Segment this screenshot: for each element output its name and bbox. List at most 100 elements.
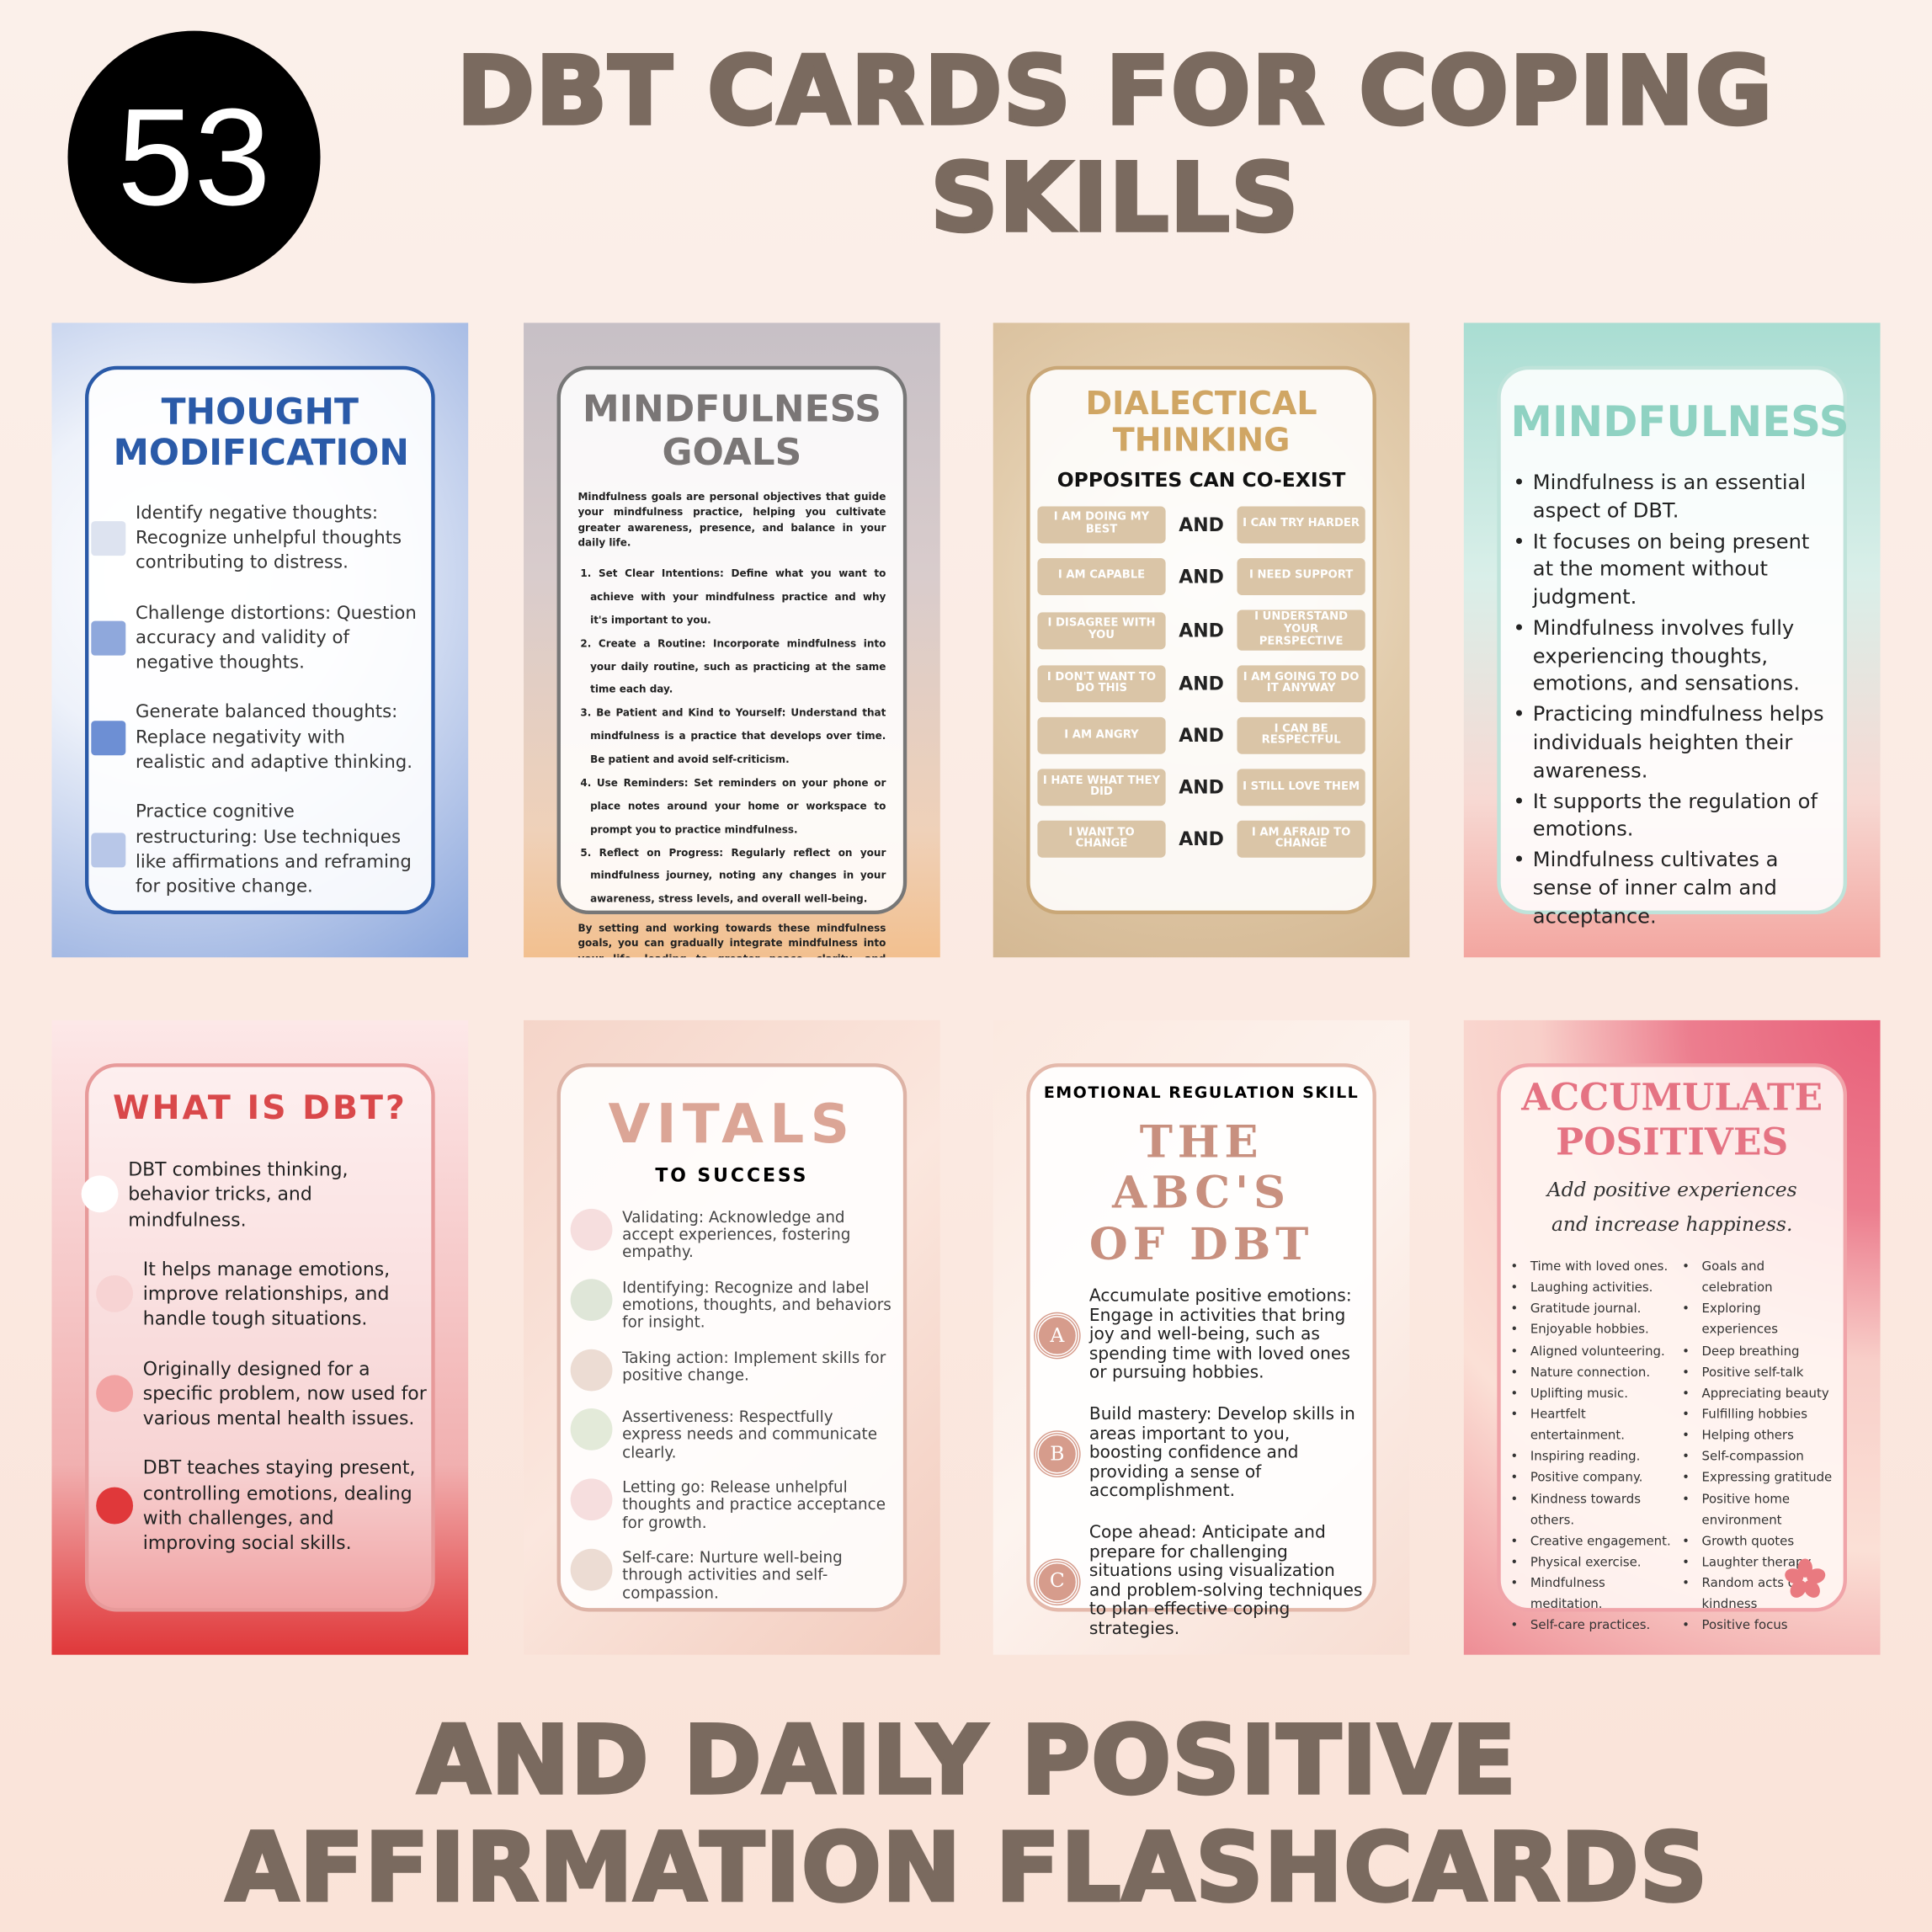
card-title: DIALECTICAL THINKING — [1085, 386, 1317, 460]
item-text: Build mastery: Develop skills in areas i… — [1088, 1404, 1355, 1502]
card-dialectical-thinking[interactable]: DIALECTICAL THINKING OPPOSITES CAN CO-EX… — [993, 322, 1410, 958]
item-text: Practice cognitive restructuring: Use te… — [136, 802, 412, 897]
pair-row: I AM DOING MY BEST AND I CAN TRY HARDER — [1037, 506, 1365, 544]
letter-badge: A — [1035, 1313, 1080, 1359]
letter-badge: B — [1035, 1431, 1080, 1477]
circle-marker-icon — [570, 1408, 613, 1450]
and-label: AND — [1179, 828, 1224, 851]
pair-row: I DON'T WANT TO DO THIS AND I AM GOING TO … — [1037, 666, 1365, 703]
and-label: AND — [1179, 619, 1224, 641]
pill-left: I WANT TO CHANGE — [1037, 821, 1166, 859]
list-item: Kindness towards others. — [1509, 1489, 1673, 1531]
item-text: Validating: Acknowledge and accept exper… — [622, 1206, 851, 1261]
and-label: AND — [1179, 673, 1224, 696]
card-vitals[interactable]: VITALS TO SUCCESS Validating: Acknowledg… — [524, 1019, 940, 1655]
list-item: It supports the regulation of emotions. — [1510, 788, 1833, 844]
card-what-is-dbt[interactable]: WHAT IS DBT? DBT combines thinking, beha… — [51, 1019, 469, 1655]
list-item: Mindfulness is an essential aspect of DB… — [1510, 470, 1833, 526]
outro-text: By setting and working towards these min… — [577, 921, 886, 957]
list-item: C Cope ahead: Anticipate and prepare for … — [1035, 1523, 1362, 1639]
and-label: AND — [1179, 565, 1224, 588]
card-title: MINDFULNESS — [1510, 397, 1850, 448]
circle-marker-icon — [570, 1548, 613, 1591]
list-item: 5. Reflect on Progress: Regularly reflec… — [580, 845, 886, 905]
list-item: Self-care: Nurture well-being through ac… — [570, 1548, 893, 1602]
card-title: ACCUMULATE POSITIVES — [1521, 1077, 1823, 1165]
list-item: It focuses on being present at the momen… — [1510, 528, 1833, 612]
list-item: Validating: Acknowledge and accept exper… — [570, 1206, 893, 1261]
list-item: Creative engagement. — [1509, 1531, 1673, 1552]
circle-marker-icon — [570, 1478, 613, 1521]
item-text: It helps manage emotions, improve relati… — [142, 1258, 391, 1330]
square-marker-icon — [91, 620, 126, 656]
list-item: B Build mastery: Develop skills in areas … — [1035, 1404, 1362, 1502]
item-text: Challenge distortions: Question accuracy… — [136, 603, 417, 673]
list-item: Physical exercise. — [1509, 1552, 1673, 1573]
square-marker-icon — [91, 833, 126, 868]
circle-marker-icon — [96, 1275, 134, 1313]
circle-marker-icon — [570, 1349, 613, 1392]
list-item: Deep breathing — [1679, 1341, 1836, 1362]
page-title: DBT CARDS FOR COPING SKILLS — [455, 35, 1774, 254]
pill-left: I DISAGREE WITH YOU — [1037, 611, 1166, 649]
pill-left: I AM ANGRY — [1037, 717, 1166, 755]
item-text: Accumulate positive emotions: Engage in … — [1088, 1286, 1352, 1383]
and-label: AND — [1179, 776, 1224, 800]
list-item: Generate balanced thoughts: Replace nega… — [91, 700, 418, 775]
list-item: Helping others — [1679, 1426, 1836, 1447]
list-item: DBT combines thinking, behavior tricks, … — [81, 1157, 432, 1232]
card-accumulate-positives[interactable]: ACCUMULATE POSITIVES Add positive experi… — [1463, 1019, 1881, 1655]
pill-right: I AM GOING TO DO IT ANYWAY — [1237, 666, 1365, 703]
pill-right: I CAN BE RESPECTFUL — [1237, 717, 1365, 755]
list-item: Exploring experiences — [1679, 1299, 1836, 1341]
pill-right: I CAN TRY HARDER — [1237, 506, 1365, 544]
and-label: AND — [1179, 725, 1224, 748]
pill-left: I DON'T WANT TO DO THIS — [1037, 666, 1166, 703]
card-title: MINDFULNESS GOALS — [582, 388, 881, 474]
item-text: Originally designed for a specific probl… — [142, 1357, 427, 1429]
intro-text: Mindfulness goals are personal objective… — [577, 490, 886, 549]
item-text: Identifying: Recognize and label emotion… — [622, 1277, 891, 1332]
list-item: Time with loved ones. — [1509, 1257, 1673, 1278]
list-item: Enjoyable hobbies. — [1509, 1320, 1673, 1341]
item-text: Assertiveness: Respectfully express need… — [622, 1407, 877, 1461]
list-item: Identifying: Recognize and label emotion… — [570, 1277, 893, 1332]
square-marker-icon — [91, 521, 126, 556]
list-item: Assertiveness: Respectfully express need… — [570, 1407, 893, 1461]
page-subtitle: AND DAILY POSITIVE AFFIRMATION FLASHCARD… — [224, 1705, 1709, 1924]
list-item: Uplifting music. — [1509, 1383, 1673, 1404]
list-item: Heartfelt entertainment. — [1509, 1405, 1673, 1447]
letter-badge: C — [1035, 1559, 1080, 1605]
pill-right: I AM AFRAID TO CHANGE — [1237, 821, 1365, 859]
card-count-badge: 53 — [67, 30, 321, 284]
card-abcs-of-dbt[interactable]: EMOTIONAL REGULATION SKILL THE ABC'S OF … — [993, 1019, 1410, 1655]
card-thought-modification[interactable]: THOUGHT MODIFICATION Identify negative t… — [51, 322, 469, 958]
list-item: Originally designed for a specific probl… — [96, 1356, 431, 1431]
list-item: Self-compassion — [1679, 1447, 1836, 1468]
pill-right: I UNDERSTAND YOUR PERSPECTIVE — [1237, 609, 1365, 652]
circle-marker-icon — [81, 1175, 119, 1213]
list-item: Positive focus — [1679, 1615, 1836, 1637]
list-item: Laughter therapy — [1679, 1552, 1836, 1573]
list-item: Self-care practices. — [1509, 1615, 1673, 1637]
list-item: Growth quotes — [1679, 1531, 1836, 1552]
pill-right: I NEED SUPPORT — [1237, 557, 1365, 595]
pill-left: I AM DOING MY BEST — [1037, 506, 1166, 544]
list-item: 2. Create a Routine: Incorporate mindful… — [580, 636, 886, 696]
pair-row: I WANT TO CHANGE AND I AM AFRAID TO CHANGE — [1037, 821, 1365, 859]
card-mindfulness-goals[interactable]: MINDFULNESS GOALS Mindfulness goals are … — [524, 322, 940, 958]
list-item: Expressing gratitude — [1679, 1468, 1836, 1489]
card-subtitle: OPPOSITES CAN CO-EXIST — [1056, 467, 1346, 492]
card-mindfulness[interactable]: MINDFULNESS Mindfulness is an essential … — [1463, 322, 1881, 958]
item-text: Taking action: Implement skills for posi… — [622, 1348, 886, 1384]
card-tagline: Add positive experiences and increase ha… — [1546, 1178, 1797, 1237]
list-item: Taking action: Implement skills for posi… — [570, 1348, 893, 1392]
and-label: AND — [1179, 514, 1224, 536]
circle-marker-icon — [570, 1208, 613, 1251]
list-item: Aligned volunteering. — [1509, 1341, 1673, 1362]
list-item: 1. Set Clear Intentions: Define what you… — [580, 567, 886, 626]
list-item: Practicing mindfulness helps individuals… — [1510, 701, 1833, 785]
flower-icon — [1785, 1558, 1826, 1598]
card-kicker: EMOTIONAL REGULATION SKILL — [1043, 1084, 1360, 1103]
